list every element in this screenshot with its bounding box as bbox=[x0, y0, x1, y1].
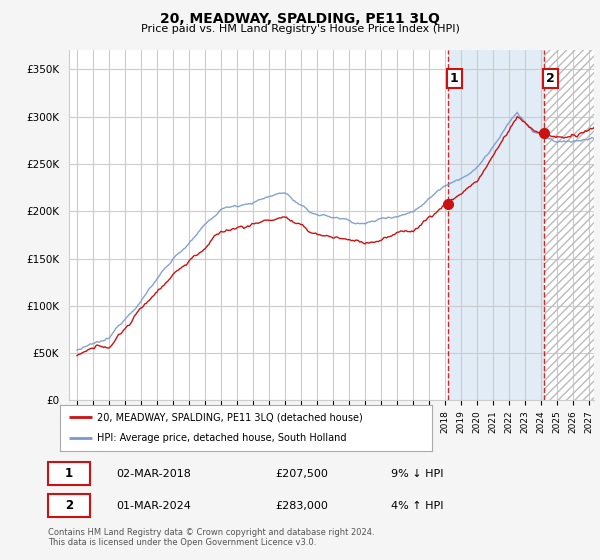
Bar bbox=[448, 50, 544, 400]
Text: 1: 1 bbox=[65, 467, 73, 480]
Text: £207,500: £207,500 bbox=[275, 469, 328, 479]
Text: 20, MEADWAY, SPALDING, PE11 3LQ (detached house): 20, MEADWAY, SPALDING, PE11 3LQ (detache… bbox=[97, 412, 363, 422]
FancyBboxPatch shape bbox=[48, 462, 90, 486]
Text: 2: 2 bbox=[546, 72, 554, 85]
FancyBboxPatch shape bbox=[48, 494, 90, 517]
Bar bbox=[544, 50, 594, 400]
Text: 4% ↑ HPI: 4% ↑ HPI bbox=[391, 501, 444, 511]
Text: 02-MAR-2018: 02-MAR-2018 bbox=[116, 469, 191, 479]
Text: 2: 2 bbox=[65, 499, 73, 512]
Text: 01-MAR-2024: 01-MAR-2024 bbox=[116, 501, 191, 511]
Text: Contains HM Land Registry data © Crown copyright and database right 2024.
This d: Contains HM Land Registry data © Crown c… bbox=[48, 528, 374, 547]
Text: 9% ↓ HPI: 9% ↓ HPI bbox=[391, 469, 444, 479]
Text: 20, MEADWAY, SPALDING, PE11 3LQ: 20, MEADWAY, SPALDING, PE11 3LQ bbox=[160, 12, 440, 26]
Text: 1: 1 bbox=[450, 72, 458, 85]
Text: HPI: Average price, detached house, South Holland: HPI: Average price, detached house, Sout… bbox=[97, 433, 347, 444]
Bar bbox=[544, 50, 594, 400]
Text: Price paid vs. HM Land Registry's House Price Index (HPI): Price paid vs. HM Land Registry's House … bbox=[140, 24, 460, 34]
Text: £283,000: £283,000 bbox=[275, 501, 328, 511]
